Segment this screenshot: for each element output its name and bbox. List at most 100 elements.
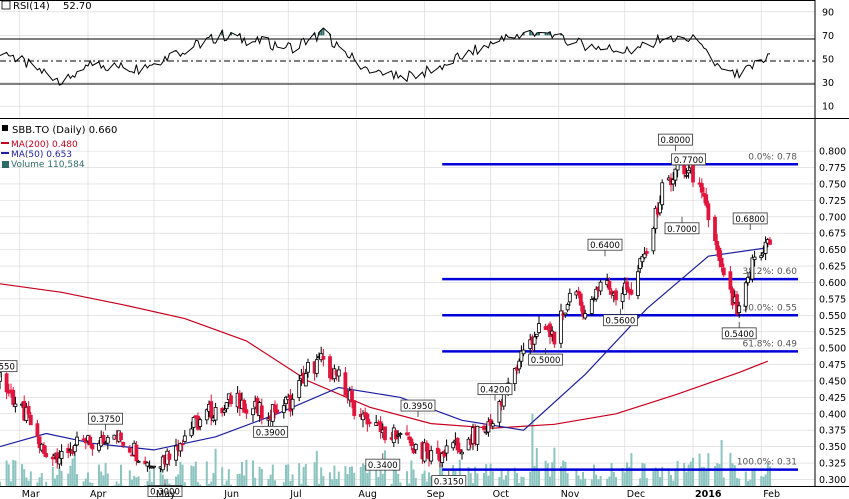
volume-bar [529, 471, 532, 486]
candle-body [607, 281, 612, 290]
volume-bar [58, 467, 61, 486]
candle-body [44, 453, 49, 457]
volume-bar [375, 460, 378, 486]
candle-body [213, 407, 218, 421]
volume-bar [608, 476, 611, 486]
volume-bar [285, 464, 287, 486]
annotation-box [658, 133, 693, 146]
candle-body [486, 421, 491, 433]
x-tick-label: Nov [561, 489, 580, 499]
x-tick-label: Jun [223, 489, 239, 499]
volume-bar [753, 468, 756, 486]
candle-body [534, 333, 539, 337]
volume-bar [269, 474, 272, 486]
candle-body [407, 436, 412, 440]
volume-bar [25, 477, 28, 486]
volume-bar [333, 465, 336, 486]
candle-body [671, 179, 676, 185]
candle-body [75, 436, 79, 446]
annotation-label: 0.3900 [256, 428, 286, 438]
volume-bar [551, 462, 554, 486]
annotation-box [400, 399, 436, 412]
volume-bar [91, 482, 94, 486]
candle-body [147, 465, 152, 468]
volume-bar [197, 482, 199, 486]
price-y-tick-label: 0.550 [819, 311, 846, 322]
candle-body [59, 451, 64, 459]
volume-bar [685, 472, 688, 486]
candle-body [174, 445, 178, 461]
volume-bar [214, 448, 217, 486]
x-tick-label: Dec [627, 489, 645, 499]
volume-bar [254, 477, 257, 486]
volume-bar [337, 471, 340, 486]
volume-bar [683, 463, 686, 486]
candle-body [336, 369, 341, 377]
volume-bar [626, 462, 628, 486]
fibonacci-label: 38.2%: 0.60 [742, 267, 797, 277]
volume-bar [128, 470, 131, 486]
volume-bar [689, 461, 692, 486]
rsi-legend: RSI(14) 52.70 [1, 0, 92, 12]
candle-body [686, 170, 691, 174]
candle-body [259, 405, 264, 419]
candle-body [636, 271, 640, 296]
candle-body [719, 257, 724, 268]
volume-bar [705, 468, 708, 486]
candle-body [343, 372, 348, 396]
candle-body [365, 413, 370, 425]
candle-body [90, 444, 95, 450]
volume-bar [212, 472, 215, 486]
volume-bar [747, 481, 749, 486]
volume-bar [5, 460, 8, 486]
volume-bar [764, 474, 767, 486]
volume-bar [439, 462, 441, 486]
volume-bar [395, 467, 397, 486]
candle-body [409, 438, 414, 446]
candle-body [642, 253, 647, 259]
volume-bar [344, 466, 347, 486]
candle-body [460, 451, 464, 455]
ma200-line [0, 283, 769, 429]
volume-bar [749, 479, 752, 486]
volume-bar [412, 469, 415, 486]
candle-body [229, 395, 233, 405]
annotation-box [147, 485, 183, 497]
candle-body [411, 447, 416, 454]
volume-bar [230, 484, 232, 486]
volume-bar [575, 469, 578, 486]
volume-bar [351, 466, 353, 486]
volume-bar [364, 464, 367, 486]
candle-body [204, 409, 209, 421]
volume-bar [190, 465, 193, 486]
candle-body [763, 241, 768, 254]
rsi-y-axis: 90 70 50 30 10 [822, 7, 834, 112]
volume-bar [505, 475, 507, 486]
candle-body [497, 401, 502, 423]
volume-bar [744, 471, 747, 486]
volume-bar [458, 459, 461, 486]
volume-bar [252, 460, 254, 486]
volume-bar [652, 471, 655, 486]
candle-body [88, 436, 93, 446]
candle-body [490, 423, 495, 427]
candle-body [752, 256, 757, 260]
candle-body [422, 442, 427, 462]
volume-bar [289, 480, 292, 486]
annotation-box [477, 383, 513, 396]
volume-bar [579, 479, 582, 486]
candle-body [134, 444, 139, 462]
volume-bar [300, 483, 303, 486]
volume-bar [421, 473, 424, 486]
volume-bar [76, 474, 78, 486]
volume-bar [304, 464, 307, 486]
candle-body [750, 257, 755, 280]
volume-bar [661, 466, 664, 486]
volume-bar [115, 481, 118, 486]
volume-bar [27, 480, 30, 486]
volume-bar [346, 474, 349, 486]
rsi-title: RSI(14) [13, 1, 50, 12]
x-tick-label: Oct [493, 489, 510, 499]
annotation-label: 0.7000 [667, 225, 697, 235]
